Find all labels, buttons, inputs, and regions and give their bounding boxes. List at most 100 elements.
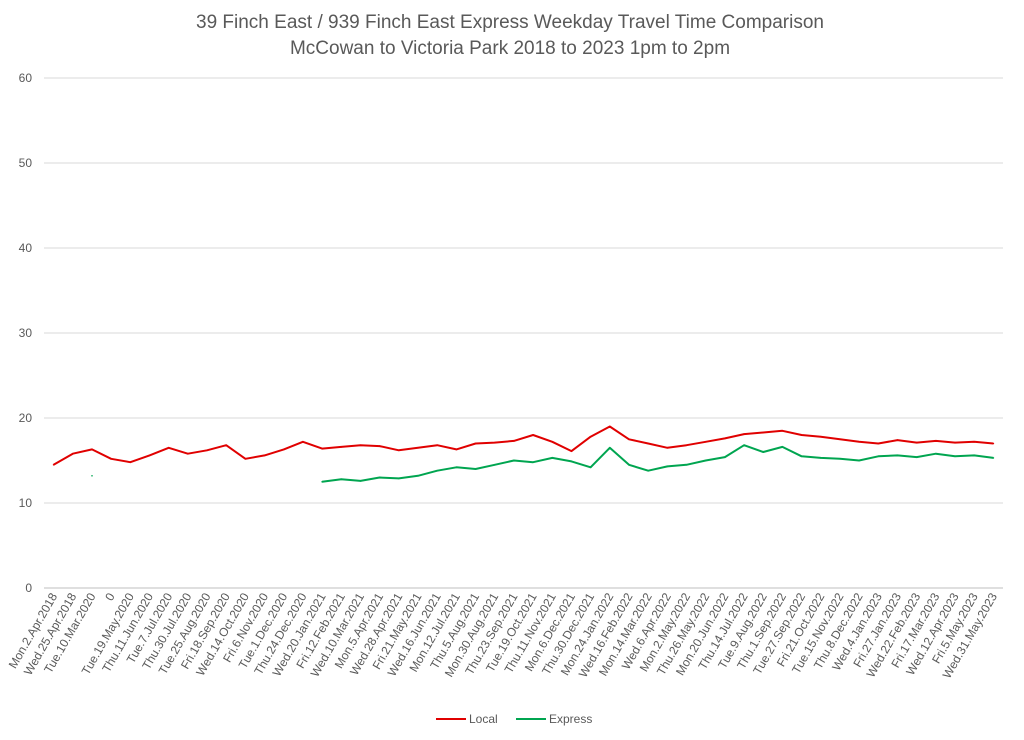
data-point-local: [302, 441, 304, 443]
data-point-express: [877, 455, 880, 458]
data-point-local: [244, 458, 247, 460]
data-point-local: [992, 442, 995, 445]
data-point-local: [839, 438, 841, 441]
chart-subtitle: McCowan to Victoria Park 2018 to 2023 1p…: [290, 38, 730, 59]
data-point-local: [493, 441, 496, 444]
data-point-express: [858, 459, 860, 462]
data-point-local: [72, 452, 74, 455]
series-line-express: [321, 444, 994, 483]
data-point-local: [647, 442, 649, 445]
data-point-express: [954, 455, 956, 458]
data-point-local: [609, 425, 611, 428]
data-point-express: [436, 469, 439, 472]
data-point-local: [359, 444, 362, 447]
data-point-express: [532, 461, 534, 464]
data-point-local: [225, 444, 227, 447]
data-point-local: [187, 452, 189, 455]
data-point-express: [417, 475, 419, 477]
data-point-local: [589, 435, 592, 438]
data-point-express: [685, 464, 688, 466]
data-point-express: [609, 447, 611, 449]
data-point-express: [570, 460, 573, 463]
data-point-local: [666, 447, 669, 449]
data-point-express: [781, 446, 784, 448]
data-point-express: [513, 459, 515, 462]
data-point-local: [263, 454, 266, 457]
data-point-express: [91, 475, 93, 477]
data-point-local: [110, 458, 112, 460]
data-point-express: [647, 469, 649, 472]
data-point-express: [935, 452, 937, 455]
data-point-express: [915, 456, 918, 458]
data-point-local: [935, 440, 937, 442]
data-point-express: [340, 478, 343, 481]
y-tick-label: 0: [25, 581, 32, 595]
legend: Local Express: [436, 712, 592, 726]
x-tick-label: 0: [102, 590, 118, 603]
data-point-local: [532, 434, 534, 436]
data-point-express: [398, 477, 400, 480]
series-lines: [52, 425, 995, 483]
x-axis-ticks: Mon.2.Apr.2018Wed.25.Apr.2018Tue.10.Mar.…: [6, 590, 1000, 681]
data-point-express: [820, 457, 822, 459]
data-point-local: [417, 447, 419, 449]
data-point-express: [474, 468, 477, 470]
data-point-express: [896, 454, 899, 457]
data-point-express: [704, 459, 707, 462]
data-point-express: [800, 455, 803, 458]
data-point-local: [206, 449, 208, 452]
data-point-express: [493, 464, 496, 466]
data-point-local: [167, 447, 170, 449]
legend-label-express: Express: [549, 712, 592, 726]
data-point-local: [513, 440, 515, 442]
data-point-express: [551, 457, 554, 459]
data-point-express: [455, 466, 458, 469]
data-point-local: [743, 433, 745, 435]
data-point-local: [858, 441, 860, 443]
data-point-local: [148, 454, 151, 457]
data-point-local: [378, 445, 381, 447]
data-point-local: [762, 431, 765, 434]
y-tick-label: 20: [19, 411, 33, 425]
data-point-local: [800, 434, 803, 436]
y-tick-label: 40: [19, 241, 33, 255]
gridlines: [44, 77, 1003, 589]
data-point-local: [896, 439, 899, 441]
data-point-express: [359, 480, 362, 482]
data-point-local: [685, 444, 688, 447]
data-point-local: [704, 441, 707, 443]
data-point-local: [724, 437, 726, 440]
data-point-express: [589, 466, 592, 469]
data-point-local: [129, 461, 132, 464]
series-line-local: [53, 425, 994, 466]
data-point-express: [378, 476, 381, 479]
y-tick-label: 60: [19, 71, 33, 85]
data-point-express: [321, 481, 323, 483]
data-point-local: [398, 449, 400, 452]
data-point-local: [954, 441, 956, 444]
data-point-local: [570, 450, 573, 452]
data-point-local: [436, 444, 439, 447]
data-point-express: [724, 456, 726, 458]
legend-label-local: Local: [469, 712, 498, 726]
data-point-express: [743, 444, 745, 447]
data-point-local: [551, 441, 554, 443]
y-tick-label: 50: [19, 156, 33, 170]
data-point-local: [820, 435, 822, 438]
data-point-express: [628, 464, 630, 466]
chart-title: 39 Finch East / 939 Finch East Express W…: [196, 12, 824, 33]
data-point-local: [877, 442, 880, 445]
data-point-local: [474, 442, 477, 445]
data-point-local: [340, 446, 343, 448]
data-point-local: [915, 441, 918, 444]
y-tick-label: 30: [19, 326, 33, 340]
data-point-express: [992, 457, 995, 459]
data-point-express: [666, 465, 669, 468]
data-point-local: [321, 447, 323, 450]
data-point-express: [839, 458, 841, 460]
data-point-local: [973, 441, 975, 443]
data-point-local: [628, 438, 630, 441]
data-point-local: [283, 448, 285, 451]
data-point-local: [781, 430, 784, 432]
